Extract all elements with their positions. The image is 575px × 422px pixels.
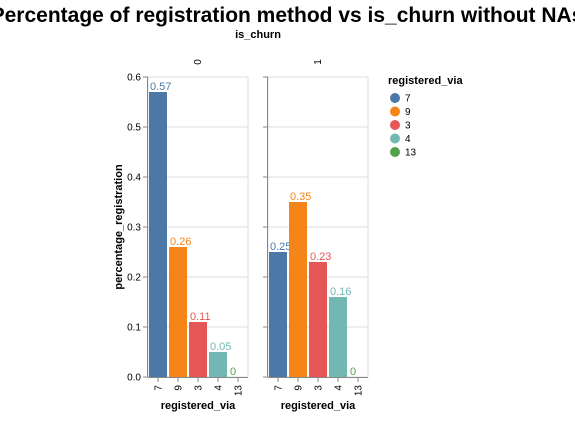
y-tick-label: 0.3 (127, 223, 141, 234)
bar-0-3 (189, 322, 207, 377)
legend-label-4: 4 (405, 134, 411, 145)
plot-layer: percentage_registration00.570.260.110.05… (113, 59, 369, 412)
data-label-0-9: 0.26 (170, 236, 191, 248)
x-tick-label-1-3: 3 (314, 385, 325, 391)
legend-label-7: 7 (405, 94, 411, 105)
legend-label-9: 9 (405, 107, 411, 118)
bar-1-4 (329, 297, 347, 377)
x-tick-label-0-13: 13 (234, 385, 245, 397)
y-tick-label: 0.2 (127, 273, 141, 284)
x-tick-label-1-13: 13 (354, 385, 365, 397)
legend-swatch-3 (390, 120, 400, 130)
data-label-0-7: 0.57 (150, 81, 171, 93)
facet-panel-1: 1 0.25 0.35 0.23 0.16 0 7 9 3 4 13 registered_via (263, 59, 369, 412)
data-label-1-3: 0.23 (310, 251, 331, 263)
bar-1-7 (269, 252, 287, 377)
x-axis-title: registered_via (281, 400, 356, 412)
chart-title: Percentage of registration method vs is_… (0, 4, 575, 27)
facet-label-1: 1 (313, 59, 324, 65)
facet-field-title: is_churn (235, 29, 281, 41)
legend-label-13: 13 (405, 148, 417, 159)
y-tick-label: 0.4 (127, 173, 141, 184)
data-label-0-3: 0.11 (190, 311, 211, 323)
legend-swatch-7 (390, 93, 400, 103)
data-label-1-7: 0.25 (270, 241, 291, 253)
x-tick-label-0-9: 9 (174, 385, 185, 391)
bar-1-9 (289, 202, 307, 377)
x-tick-label-1-9: 9 (294, 385, 305, 391)
data-label-1-4: 0.16 (330, 286, 351, 298)
legend-swatch-9 (390, 106, 400, 117)
data-label-1-13: 0 (350, 366, 356, 378)
legend-swatch-13 (390, 147, 400, 157)
facet-panel-0: 0 0.57 0.26 0.11 0.05 0 7 9 3 4 13 registered_via 0.… (127, 59, 249, 412)
y-axis-title: percentage_registration (113, 164, 125, 290)
y-tick-label: 0.6 (127, 73, 141, 84)
legend-title: registered_via (388, 75, 463, 87)
facet-label-0: 0 (193, 59, 204, 65)
data-label-1-9: 0.35 (290, 191, 311, 203)
data-label-0-4: 0.05 (210, 341, 231, 353)
y-tick-label: 0.1 (127, 323, 141, 334)
x-tick-label-0-7: 7 (154, 385, 165, 391)
legend: registered_via 7 9 3 4 13 (388, 75, 463, 159)
bar-1-3 (309, 262, 327, 377)
x-tick-label-0-3: 3 (194, 385, 205, 391)
x-tick-label-1-7: 7 (274, 385, 285, 391)
bar-0-7 (149, 92, 167, 377)
x-axis-title: registered_via (161, 400, 236, 412)
y-tick-label: 0.0 (127, 373, 141, 384)
data-label-0-13: 0 (230, 366, 236, 378)
x-tick-label-1-4: 4 (334, 385, 345, 391)
bar-0-4 (209, 352, 227, 377)
y-tick-label: 0.5 (127, 123, 141, 134)
bar-0-9 (169, 247, 187, 377)
x-tick-label-0-4: 4 (214, 385, 225, 391)
legend-swatch-4 (390, 133, 400, 144)
legend-label-3: 3 (405, 121, 411, 132)
